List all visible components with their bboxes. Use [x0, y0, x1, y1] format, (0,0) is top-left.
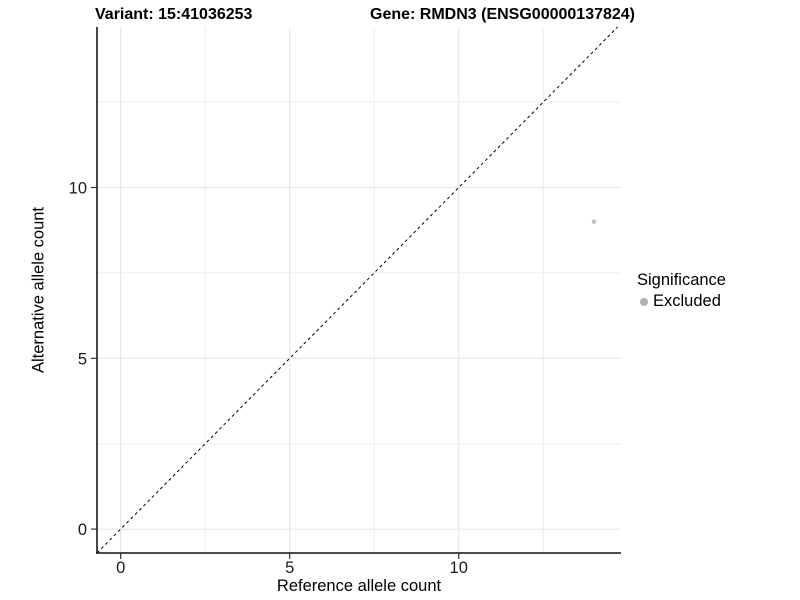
y-tick-label: 5: [78, 350, 87, 368]
legend-item-label: Excluded: [653, 292, 721, 310]
y-tick-label: 0: [78, 521, 87, 539]
y-tick-label: 10: [69, 180, 87, 198]
x-axis-title: Reference allele count: [276, 577, 442, 595]
legend-title: Significance: [637, 271, 726, 289]
variant-title: Variant: 15:41036253: [95, 6, 253, 23]
gene-title: Gene: RMDN3 (ENSG00000137824): [370, 6, 636, 23]
identity-dashed-line: [96, 26, 618, 554]
legend-point-icon: [640, 297, 648, 306]
y-axis-title: Alternative allele count: [29, 206, 48, 374]
legend: Significance Excluded: [637, 271, 726, 311]
x-tick-label: 10: [450, 559, 468, 577]
x-tick-label: 0: [116, 559, 125, 577]
legend-item-excluded: Excluded: [637, 292, 726, 311]
data-point: [591, 219, 597, 224]
x-tick-label: 5: [285, 559, 294, 577]
